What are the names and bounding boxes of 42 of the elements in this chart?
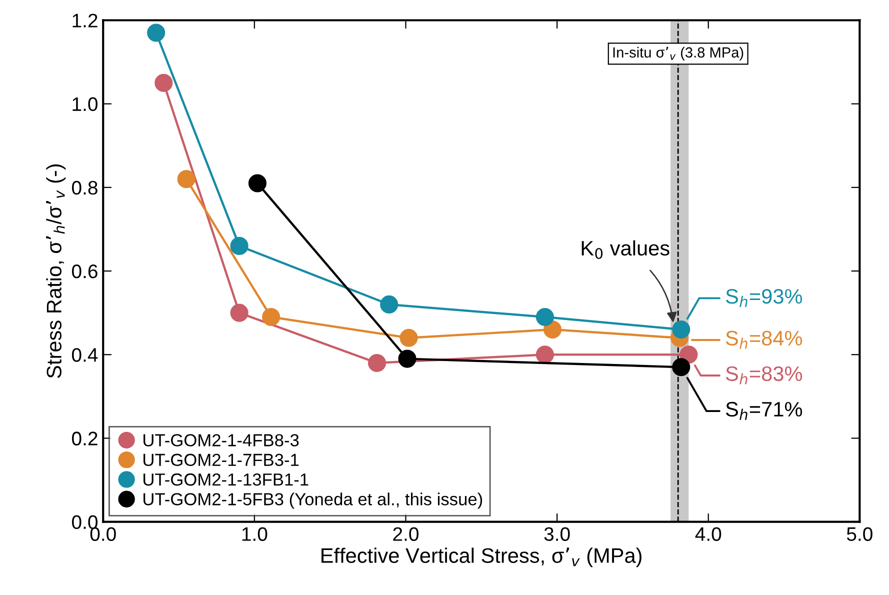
- y-tick-label: 0.0: [72, 515, 98, 530]
- point: [680, 346, 698, 364]
- point: [230, 236, 248, 255]
- point: [248, 174, 266, 192]
- y-tick-label: 0.2: [72, 432, 98, 446]
- point: [536, 346, 554, 364]
- point: [543, 320, 562, 339]
- point: [262, 308, 280, 326]
- point: [177, 170, 196, 188]
- x-tick-label: 3.0: [544, 527, 570, 541]
- legend-label: UT-GOM2-1-13FB1-1: [144, 473, 308, 486]
- point: [672, 358, 690, 376]
- x-tick-label: 0.0: [90, 527, 116, 541]
- legend-label: UT-GOM2-1-4FB8-3: [144, 434, 299, 446]
- point: [230, 304, 248, 322]
- legend-label: UT-GOM2-1-5FB3 (Yoneda et al., this issue): [144, 492, 482, 509]
- y-tick-label: 1.2: [72, 14, 98, 28]
- annotation: S$_{h}$=84%: [726, 330, 802, 349]
- point: [400, 328, 418, 347]
- annotation: S$_{h}$=71%: [726, 402, 802, 420]
- x-tick-label: 2.0: [393, 527, 418, 541]
- y-axis-title: Stress Ratio, σ’$_{h}$/σ’$_{v}$ (-): [46, 164, 66, 378]
- y-tick-label: 0.6: [72, 264, 98, 278]
- y-tick-label: 0.8: [72, 180, 98, 195]
- annotation: S$_{h}$=93%: [726, 288, 802, 307]
- point: [536, 308, 554, 326]
- annotation: S$_{h}$=83%: [726, 366, 802, 384]
- x-tick-label: 5.0: [846, 527, 872, 541]
- legend-label: UT-GOM2-1-7FB3-1: [144, 454, 299, 466]
- x-tick-label: 1.0: [242, 527, 268, 541]
- point: [672, 320, 690, 339]
- x-axis-title: Effective Vertical Stress, σ’$_{v}$ (MPa): [322, 548, 642, 568]
- point: [368, 354, 386, 372]
- point: [380, 295, 398, 314]
- annotation: K$_{0}$ values: [582, 240, 670, 260]
- point: [147, 24, 166, 42]
- ref-line-label: In-situ σ’$_{v}$ (3.8 MPa): [613, 46, 744, 60]
- y-tick-label: 0.4: [72, 348, 98, 362]
- y-tick-label: 1.0: [72, 97, 98, 112]
- point: [398, 350, 416, 368]
- x-tick-label: 4.0: [695, 527, 722, 541]
- point: [154, 74, 173, 92]
